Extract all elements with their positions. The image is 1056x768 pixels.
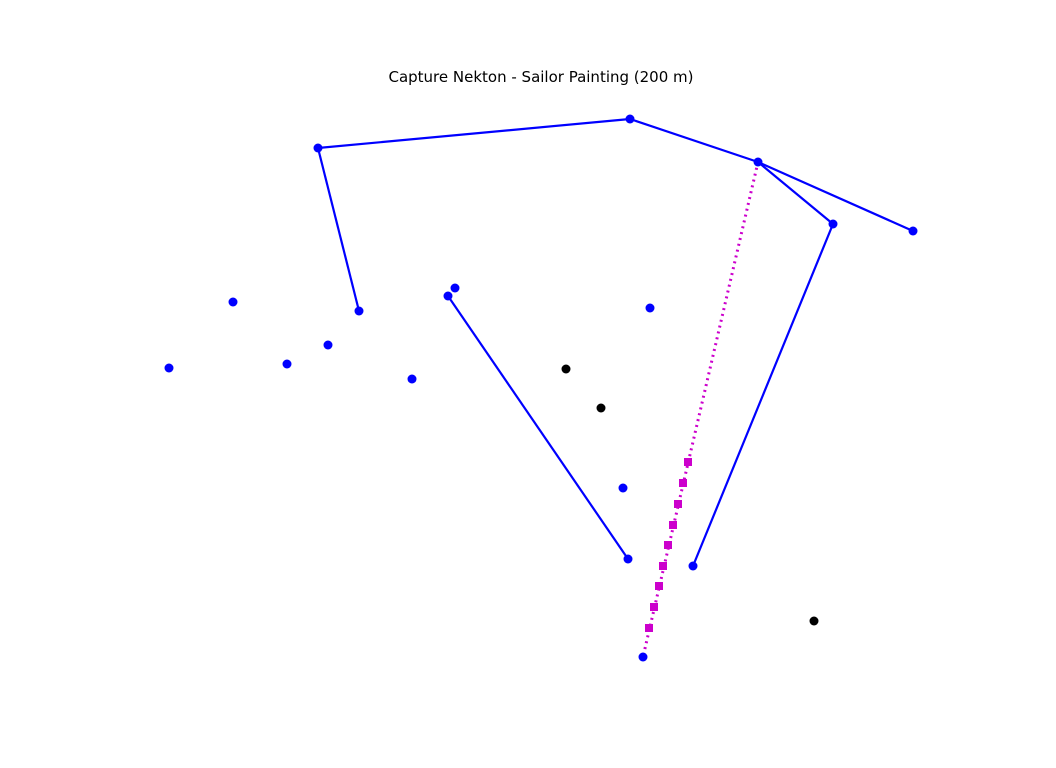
square-marker-6 [659, 562, 667, 570]
line-segment-g-p [447, 295, 629, 560]
blue-point-h [228, 297, 238, 307]
line-segment-c-d [757, 161, 834, 225]
black-point-s [561, 364, 571, 374]
blue-point-e [908, 226, 918, 236]
black-point-u [809, 616, 819, 626]
blue-point-c [753, 157, 763, 167]
square-marker-1 [684, 458, 692, 466]
line-segment-b-a [317, 117, 631, 150]
blue-point-j [354, 306, 364, 316]
square-marker-5 [664, 541, 672, 549]
chart-title: Capture Nekton - Sailor Painting (200 m) [388, 68, 694, 86]
line-segment-a-c [629, 117, 759, 164]
blue-point-o [618, 483, 628, 493]
blue-point-f [450, 283, 460, 293]
line-segment-d-q [691, 223, 835, 567]
blue-point-m [164, 363, 174, 373]
square-marker-2 [679, 479, 687, 487]
blue-point-d [828, 219, 838, 229]
square-marker-9 [645, 624, 653, 632]
square-marker-8 [650, 603, 658, 611]
square-marker-4 [669, 521, 677, 529]
square-markers-layer [645, 458, 692, 632]
dotted-segment-c-r [641, 161, 760, 658]
blue-point-n [407, 374, 417, 384]
blue-point-i [645, 303, 655, 313]
blue-point-b [313, 143, 323, 153]
blue-point-p [623, 554, 633, 564]
blue-point-k [323, 340, 333, 350]
points-layer [164, 114, 918, 662]
line-segment-c-e [757, 160, 914, 233]
blue-point-g [443, 291, 453, 301]
blue-point-q [688, 561, 698, 571]
blue-point-a [625, 114, 635, 124]
line-segment-b-j [316, 147, 361, 312]
segments-layer [316, 117, 914, 658]
blue-point-l [282, 359, 292, 369]
square-marker-7 [655, 582, 663, 590]
square-marker-3 [674, 500, 682, 508]
blue-point-r [638, 652, 648, 662]
black-point-t [596, 403, 606, 413]
